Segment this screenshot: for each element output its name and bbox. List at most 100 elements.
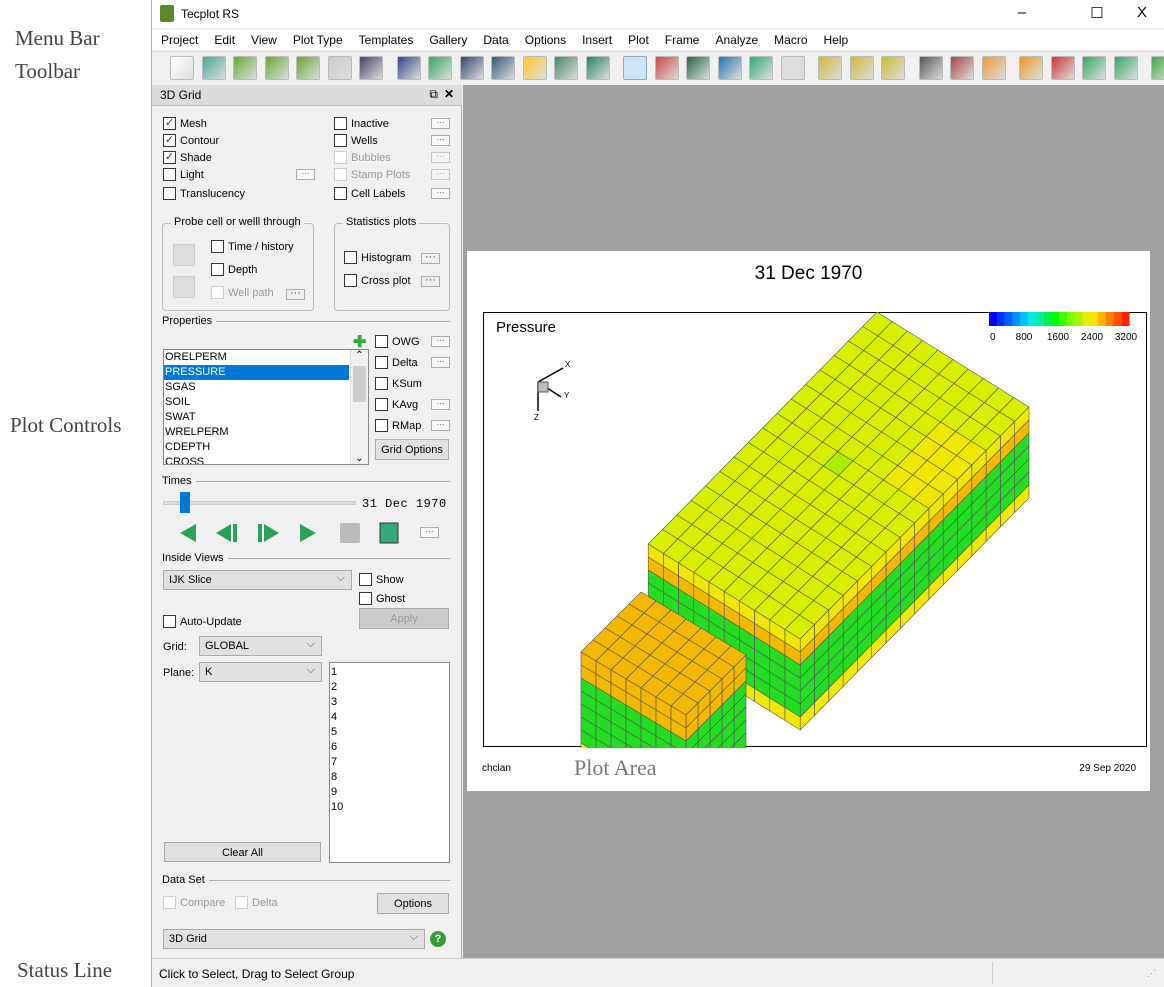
time-slider-thumb[interactable]: [180, 492, 191, 513]
probe-cell-icon[interactable]: [173, 244, 195, 266]
show-checkbox[interactable]: Show: [359, 573, 404, 586]
menu-gallery[interactable]: Gallery: [429, 33, 468, 47]
float-icon[interactable]: ⧉: [429, 87, 438, 101]
stop-button[interactable]: [340, 523, 360, 543]
times-options-button[interactable]: ···: [420, 527, 439, 538]
grid-probe-icon[interactable]: [849, 56, 874, 80]
text-style-icon[interactable]: [717, 56, 742, 80]
plane-item[interactable]: 4: [331, 711, 338, 723]
plane-item[interactable]: 1: [331, 666, 338, 678]
checkbox-ksum[interactable]: KSum: [375, 377, 422, 390]
property-item[interactable]: CROSS: [165, 456, 205, 465]
load-grid-icon[interactable]: [264, 56, 289, 80]
menu-plot-type[interactable]: Plot Type: [292, 33, 343, 47]
bubbles-options-button[interactable]: ···: [431, 152, 450, 163]
menu-templates[interactable]: Templates: [358, 33, 414, 47]
menu-analyze[interactable]: Analyze: [715, 33, 759, 47]
plane-item[interactable]: 2: [331, 681, 338, 693]
checkbox-box[interactable]: [334, 134, 347, 147]
checkbox-translucency[interactable]: Translucency: [163, 187, 245, 200]
flip-icon[interactable]: [981, 56, 1006, 80]
menu-insert[interactable]: Insert: [582, 33, 613, 47]
add-property-icon[interactable]: ✚: [353, 334, 367, 351]
load-vdb-icon[interactable]: [296, 56, 320, 80]
checkbox-box[interactable]: ✓: [163, 134, 176, 147]
delta-checkbox[interactable]: Delta: [235, 896, 278, 909]
rmap-options-button[interactable]: ···: [431, 420, 450, 431]
menu-data[interactable]: Data: [483, 33, 509, 47]
properties-list[interactable]: ORELPERM PRESSURE SGAS SOIL SWAT WRELPERM CDEP…: [163, 349, 369, 465]
checkbox-kavg[interactable]: KAvg: [375, 398, 418, 411]
plane-item[interactable]: 9: [331, 786, 338, 798]
apply-button[interactable]: Apply: [359, 608, 449, 629]
paint-icon[interactable]: [554, 56, 578, 80]
checkbox-box[interactable]: [375, 335, 388, 348]
kavg-options-button[interactable]: ···: [431, 399, 450, 410]
menu-options[interactable]: Options: [524, 33, 567, 47]
checkbox-contour[interactable]: ✓ Contour: [163, 134, 219, 147]
light-icon[interactable]: [522, 56, 547, 80]
matrix-icon[interactable]: [1050, 56, 1075, 80]
property-item[interactable]: SOIL: [165, 396, 191, 408]
help-icon[interactable]: ?: [430, 931, 446, 947]
checkbox-box[interactable]: [334, 187, 347, 200]
minimize-button[interactable]: –: [1017, 4, 1027, 21]
inside-view-mode-select[interactable]: IJK Slice: [163, 570, 352, 590]
function-icon[interactable]: [1113, 56, 1138, 80]
translate-icon[interactable]: [428, 56, 452, 80]
ruler-icon[interactable]: [818, 56, 842, 80]
menu-help[interactable]: Help: [823, 33, 849, 47]
probe-well-icon[interactable]: [173, 276, 195, 298]
plane-item[interactable]: 8: [331, 771, 338, 783]
checkbox-box[interactable]: ✓: [163, 117, 176, 130]
checkbox-box[interactable]: [334, 168, 347, 181]
close-button[interactable]: X: [1136, 4, 1147, 21]
checkbox-owg[interactable]: OWG: [375, 335, 420, 348]
checkbox-box[interactable]: [163, 187, 176, 200]
checkbox-stamp-plots[interactable]: Stamp Plots: [334, 168, 410, 181]
plane-item[interactable]: 5: [331, 726, 338, 738]
histogram-options-button[interactable]: ···: [421, 252, 440, 264]
checkbox-rmap[interactable]: RMap: [375, 419, 421, 432]
step-forward-button[interactable]: [258, 524, 279, 542]
recycle-icon[interactable]: [1151, 56, 1164, 80]
save-icon[interactable]: [359, 56, 383, 80]
path-icon[interactable]: [918, 56, 943, 80]
plot-page[interactable]: 31 Dec 1970 Pressure 0 800 1600 2400 3200 X Y Z …: [467, 251, 1150, 791]
time-slider[interactable]: [163, 501, 356, 505]
checkbox-bubbles[interactable]: Bubbles: [334, 151, 391, 164]
grid-select[interactable]: GLOBAL: [199, 636, 322, 656]
auto-update-checkbox[interactable]: Auto-Update: [163, 615, 242, 628]
zoom-icon[interactable]: [396, 56, 421, 80]
bar-chart-icon[interactable]: [1019, 56, 1043, 80]
stamp-plots-options-button[interactable]: ···: [431, 169, 450, 180]
plane-list[interactable]: 1 2 3 4 5 6 7 8 9 10: [329, 662, 450, 863]
new-icon[interactable]: [170, 56, 194, 80]
cross-plot-checkbox[interactable]: Cross plot: [344, 274, 411, 287]
maximize-button[interactable]: ☐: [1090, 5, 1104, 22]
checkbox-box[interactable]: ✓: [163, 151, 176, 164]
frame-layout-icon[interactable]: [749, 56, 773, 80]
play-button[interactable]: [300, 524, 316, 542]
delta-options-button[interactable]: ···: [431, 357, 450, 368]
plot-frame[interactable]: Pressure 0 800 1600 2400 3200 X Y Z: [483, 312, 1147, 748]
property-item[interactable]: WRELPERM: [165, 426, 229, 438]
checkbox-shade[interactable]: ✓ Shade: [163, 151, 212, 164]
plane-item[interactable]: 3: [331, 696, 338, 708]
open-icon[interactable]: [201, 56, 226, 80]
checkbox-light[interactable]: Light: [163, 168, 204, 181]
copy-icon[interactable]: [327, 56, 352, 80]
grid-options-button[interactable]: Grid Options: [375, 439, 449, 460]
text-icon[interactable]: [686, 56, 710, 80]
menu-plot[interactable]: Plot: [628, 33, 649, 47]
checkbox-box[interactable]: [375, 377, 388, 390]
rotate-3d-icon[interactable]: [491, 56, 515, 80]
ghost-checkbox[interactable]: Ghost: [359, 592, 405, 605]
checkbox-box[interactable]: [334, 117, 347, 130]
checkbox-cell-labels[interactable]: Cell Labels: [334, 187, 405, 200]
wells-options-button[interactable]: ···: [431, 135, 450, 146]
checkbox-wells[interactable]: Wells: [334, 134, 378, 147]
load-xy-icon[interactable]: [233, 56, 257, 80]
property-item[interactable]: SWAT: [165, 411, 196, 423]
cross-plot-options-button[interactable]: ···: [421, 275, 440, 287]
